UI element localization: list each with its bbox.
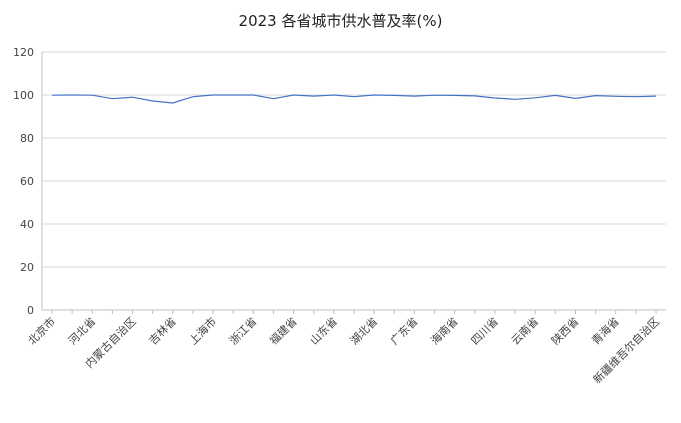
- x-tick-label: 福建省: [266, 314, 299, 347]
- x-tick-label: 广东省: [388, 315, 421, 348]
- x-tick-label: 上海市: [186, 314, 219, 347]
- chart-title: 2023 各省城市供水普及率(%): [238, 12, 443, 30]
- y-tick-label: 0: [27, 304, 34, 317]
- x-tick-label: 青海省: [589, 314, 622, 347]
- x-tick-label: 河北省: [66, 315, 99, 348]
- y-tick-label: 40: [20, 218, 34, 231]
- series-line-layer: [51, 94, 657, 104]
- x-tick-label: 四川省: [469, 315, 502, 348]
- y-tick-labels: 0 20 40 60 80 100 120: [13, 46, 34, 317]
- axes: [41, 52, 666, 314]
- y-tick-label: 120: [13, 46, 34, 59]
- series-line: [51, 94, 657, 104]
- x-tick-label: 浙江省: [227, 315, 260, 348]
- x-tick-label: 新疆维吾尔自治区: [590, 314, 662, 386]
- y-tick-label: 60: [20, 175, 34, 188]
- y-tick-label: 20: [20, 261, 34, 274]
- x-tick-label: 山东省: [307, 315, 340, 348]
- gridlines: [42, 51, 666, 268]
- x-tick-label: 陕西省: [548, 314, 581, 347]
- y-tick-label: 100: [13, 89, 34, 102]
- x-tick-label: 海南省: [428, 314, 461, 347]
- x-tick-label: 云南省: [509, 315, 542, 348]
- y-tick-label: 80: [20, 132, 34, 145]
- x-tick-label: 吉林省: [146, 314, 179, 347]
- x-tick-label: 湖北省: [348, 315, 381, 348]
- x-tick-labels: 北京市 河北省内蒙古自治区 吉林省 上海市 浙江省 福建省 山东省 湖北省 广东省 海南省 四川省云…: [25, 314, 662, 386]
- x-tick-label: 北京市: [25, 314, 58, 347]
